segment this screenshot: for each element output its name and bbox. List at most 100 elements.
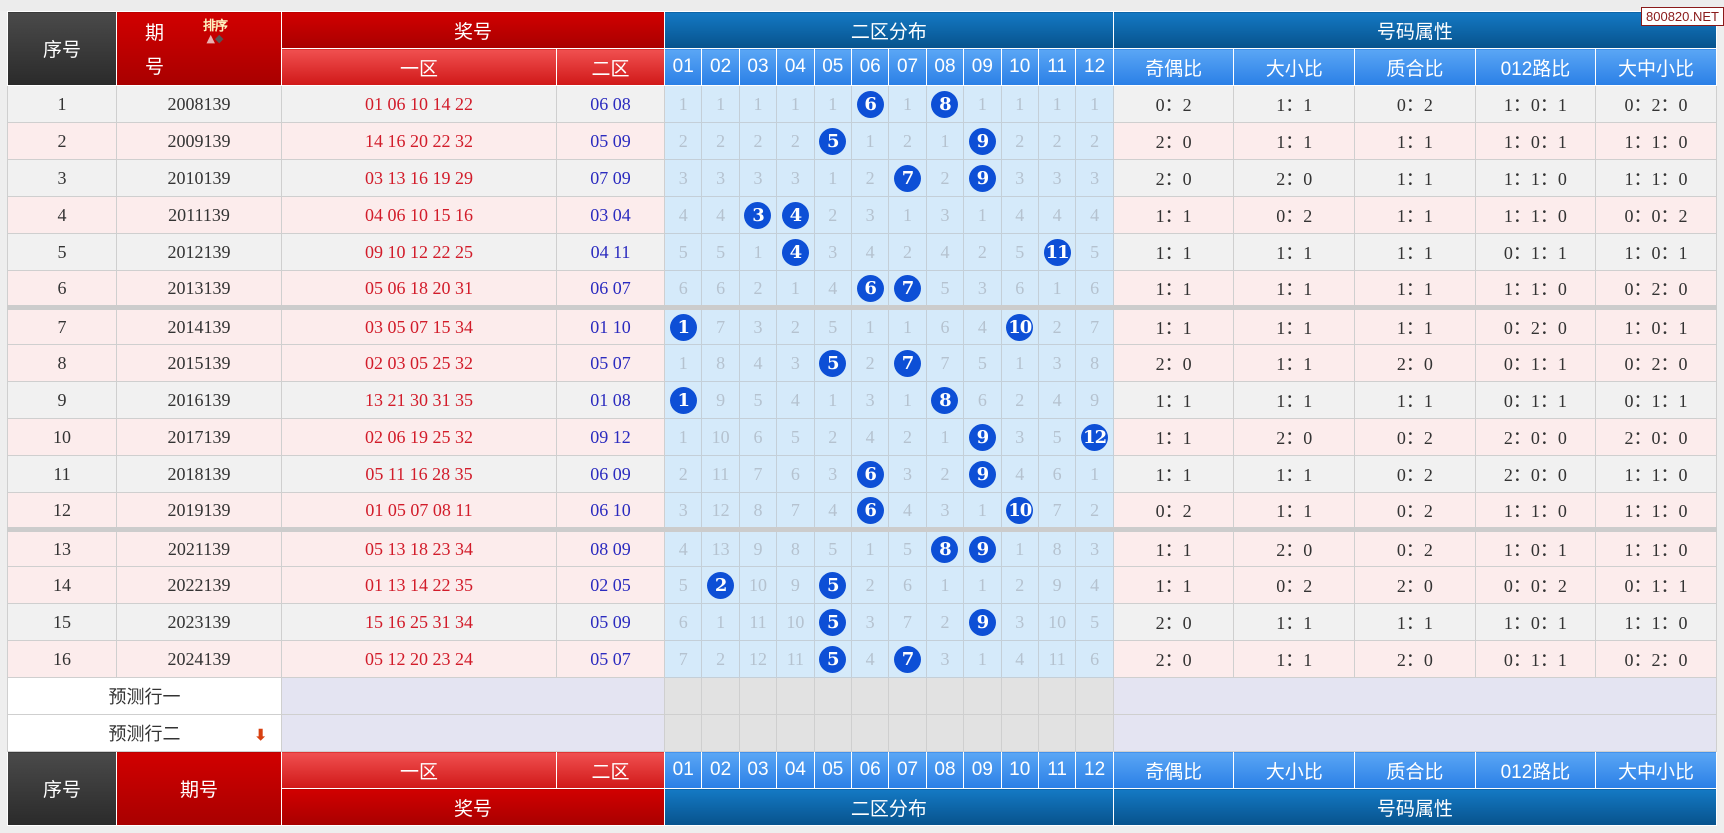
predict-grid-cell[interactable] (963, 677, 1002, 715)
predict-grid-cell[interactable] (1075, 714, 1114, 752)
table-row[interactable]: 5 2012139 09 10 12 22 25 04 11 5 5 1 4 3 4 2 4 2 5 11 5… (7, 233, 1717, 271)
predict-grid-cell[interactable] (1000, 677, 1039, 715)
header-seq: 序号 (7, 11, 117, 86)
grid-cell: 1 (963, 566, 1002, 604)
grid-cell: 8 (776, 527, 815, 567)
number-ball: 9 (968, 608, 996, 636)
number-ball: 8 (931, 386, 959, 414)
table-row[interactable]: 9 2016139 13 21 30 31 35 01 08 1 9 5 4 1 3 1 8 6 2 4 9 1… (7, 381, 1717, 419)
predict-grid-cell[interactable] (738, 677, 778, 715)
predict-grid-cell[interactable] (925, 714, 965, 752)
table-row[interactable]: 1 2008139 01 06 10 14 22 06 08 1 1 1 1 1 6 1 8 1 1 1 1 0… (7, 85, 1717, 123)
row-attr-1: 2：0 (1233, 527, 1356, 567)
number-ball: 6 (856, 460, 884, 488)
predict-grid-cell[interactable] (888, 714, 927, 752)
grid-cell: 6 (701, 270, 740, 308)
grid-cell: 8 (701, 344, 740, 382)
predict-grid-cell[interactable] (664, 677, 703, 715)
arrow-down-icon[interactable]: ⬇ (254, 728, 267, 744)
grid-cell: 1 (1075, 455, 1114, 493)
row-zone2: 06 07 (555, 270, 666, 308)
table-row[interactable]: 10 2017139 02 06 19 25 32 09 12 1 10 6 5 2 4 2 1 9 3 5… (7, 418, 1717, 456)
predict-grid-cell[interactable] (888, 677, 927, 715)
diamond-icon[interactable]: ◆ (215, 32, 224, 45)
table-row[interactable]: 7 2014139 03 05 07 15 34 01 10 1 7 3 2 5 1 1 6 4 10 2 7… (7, 305, 1717, 345)
grid-cell: 1 (813, 159, 852, 197)
predict-grid-cell[interactable] (738, 714, 778, 752)
predict-prize-input[interactable] (280, 677, 666, 715)
grid-cell: 1 (850, 122, 890, 160)
row-period: 2010139 (116, 159, 282, 197)
grid-cell: 2 (664, 455, 703, 493)
predict-grid-cell[interactable] (850, 714, 890, 752)
predict-grid-cell[interactable] (701, 714, 740, 752)
grid-cell: 3 (813, 233, 852, 271)
grid-cell: 11 (1037, 640, 1077, 678)
table-row[interactable]: 2 2009139 14 16 20 22 32 05 09 2 2 2 2 5 1 2 1 9 2 2 2 2… (7, 122, 1717, 160)
footer-col-12: 12 (1075, 751, 1114, 789)
grid-cell: 5 (1075, 233, 1114, 271)
table-row[interactable]: 3 2010139 03 13 16 19 29 07 09 3 3 3 3 1 2 7 2 9 3 3 3 2… (7, 159, 1717, 197)
table-row[interactable]: 8 2015139 02 03 05 25 32 05 07 1 8 4 3 5 2 7 7 5 1 3 8 2… (7, 344, 1717, 382)
predict-prize-input[interactable] (280, 714, 666, 752)
header-col-09: 09 (963, 48, 1002, 86)
row-period: 2023139 (116, 603, 282, 641)
grid-cell: 8 (925, 381, 965, 419)
table-row[interactable]: 15 2023139 15 16 25 31 34 05 09 6 1 11 10 5 3 7 2 9 3… (7, 603, 1717, 641)
grid-cell: 3 (813, 455, 852, 493)
table-row[interactable]: 6 2013139 05 06 18 20 31 06 07 6 6 2 1 4 6 7 5 3 6 1 6 1… (7, 270, 1717, 308)
predict-grid-cell[interactable] (925, 677, 965, 715)
predict-grid-cell[interactable] (776, 714, 815, 752)
sort-button[interactable]: 排序 ▲◆ (203, 20, 228, 45)
row-attr-0: 0：2 (1112, 492, 1235, 530)
header-col-03: 03 (738, 48, 778, 86)
predict-grid-cell[interactable] (1037, 677, 1077, 715)
grid-cell: 2 (1000, 381, 1039, 419)
row-attr-4: 0：0：2 (1595, 196, 1717, 234)
predict-grid-cell[interactable] (1037, 714, 1077, 752)
footer-col-05: 05 (813, 751, 852, 789)
row-zone1: 01 06 10 14 22 (281, 85, 557, 123)
row-attr-3: 0：1：1 (1474, 640, 1597, 678)
row-zone2: 05 09 (555, 122, 666, 160)
row-zone2: 05 07 (555, 640, 666, 678)
grid-cell: 7 (888, 640, 927, 678)
predict-grid-cell[interactable] (813, 677, 852, 715)
predict-grid-cell[interactable] (701, 677, 740, 715)
predict-grid-cell[interactable] (776, 677, 815, 715)
table-row[interactable]: 4 2011139 04 06 10 15 16 03 04 4 4 3 4 2 3 1 3 1 4 4 4 1… (7, 196, 1717, 234)
grid-cell: 2 (813, 196, 852, 234)
grid-cell: 2 (664, 122, 703, 160)
table-row[interactable]: 16 2024139 05 12 20 23 24 05 07 7 2 12 11 5 4 7 3 1 4… (7, 640, 1717, 678)
grid-cell: 4 (1000, 455, 1039, 493)
predict-grid-cell[interactable] (1075, 677, 1114, 715)
grid-cell: 1 (664, 85, 703, 123)
row-attr-0: 1：1 (1112, 566, 1235, 604)
grid-cell: 7 (888, 270, 927, 308)
predict-grid-cell[interactable] (813, 714, 852, 752)
table-row[interactable]: 12 2019139 01 05 07 08 11 06 10 3 12 8 7 4 6 4 3 1 10… (7, 492, 1717, 530)
grid-cell: 7 (776, 492, 815, 530)
predict-grid-cell[interactable] (850, 677, 890, 715)
grid-cell: 4 (664, 527, 703, 567)
grid-cell: 6 (1037, 455, 1077, 493)
header-col-01: 01 (664, 48, 703, 86)
grid-cell: 4 (776, 381, 815, 419)
row-attr-1: 0：2 (1233, 196, 1356, 234)
arrow-up-icon[interactable]: ▲ (206, 32, 215, 45)
predict-grid-cell[interactable] (1000, 714, 1039, 752)
row-attr-3: 0：1：1 (1474, 381, 1597, 419)
predict-row-2[interactable]: 预测行二 ⬇ (7, 714, 1717, 752)
grid-cell: 7 (925, 344, 965, 382)
predict-grid-cell[interactable] (664, 714, 703, 752)
footer-zone2: 二区 (555, 751, 666, 789)
row-attr-2: 0：2 (1354, 455, 1476, 493)
predict-grid-cell[interactable] (963, 714, 1002, 752)
row-seq: 7 (7, 305, 117, 345)
table-row[interactable]: 11 2018139 05 11 16 28 35 06 09 2 11 7 6 3 6 3 2 9 4 6… (7, 455, 1717, 493)
row-period: 2017139 (116, 418, 282, 456)
predict-row-1[interactable]: 预测行一 (7, 677, 1717, 715)
table-row[interactable]: 13 2021139 05 13 18 23 34 08 09 4 13 9 8 5 1 5 8 9 1 8… (7, 527, 1717, 567)
watermark: 800820.NET (1641, 7, 1724, 26)
table-row[interactable]: 14 2022139 01 13 14 22 35 02 05 5 2 10 9 5 2 6 1 1 2 9… (7, 566, 1717, 604)
